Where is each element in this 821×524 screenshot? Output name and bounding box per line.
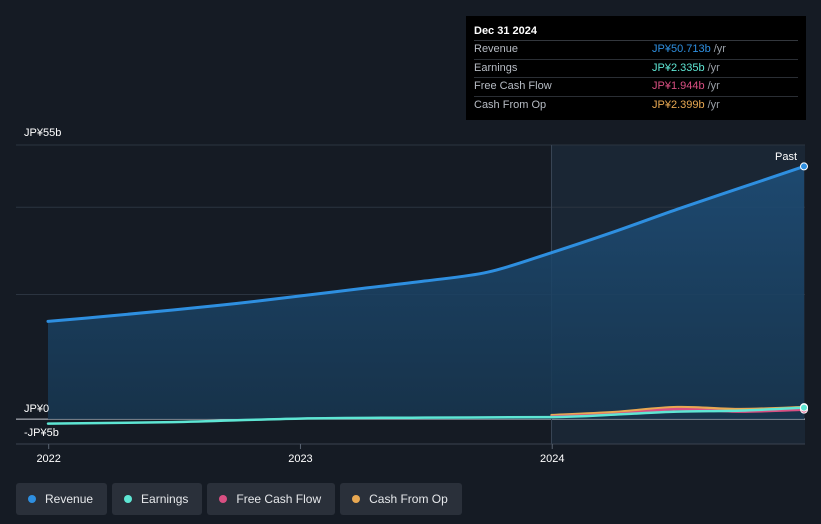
x-tick-label: 2023 — [288, 453, 312, 465]
revenue-end-point — [800, 162, 808, 171]
legend-item-label: Earnings — [141, 492, 189, 506]
tooltip-row-unit: /yr — [707, 80, 720, 92]
legend-item-cash-from-op[interactable]: Cash From Op — [340, 483, 462, 515]
tooltip-row: Cash From Op JP¥2.399b/yr — [474, 97, 798, 115]
legend-dot-icon — [219, 495, 228, 503]
legend-item-label: Free Cash Flow — [236, 492, 322, 506]
x-tick-label: 2022 — [36, 453, 60, 465]
y-axis-zero-label: JP¥0 — [24, 403, 49, 415]
tooltip-row-unit: /yr — [707, 61, 720, 74]
legend: Revenue Earnings Free Cash Flow Cash From O… — [16, 483, 462, 515]
revenue-area — [48, 166, 804, 420]
tooltip-row-label: Free Cash Flow — [474, 80, 552, 92]
past-label: Past — [775, 151, 797, 163]
legend-dot-icon — [124, 495, 133, 503]
legend-item-label: Cash From Op — [369, 492, 448, 506]
earnings-line — [46, 406, 806, 425]
tooltip-row-value: JP¥50.713b — [652, 43, 711, 55]
legend-item-revenue[interactable]: Revenue — [16, 483, 108, 515]
tooltip-row-value: JP¥2.399b — [652, 98, 705, 111]
tooltip-row: Revenue JP¥50.713b/yr — [474, 41, 798, 60]
tooltip-row-label: Earnings — [474, 61, 518, 74]
legend-dot-icon — [28, 495, 36, 503]
tooltip-row-unit: /yr — [713, 43, 726, 55]
legend-item-label: Revenue — [45, 492, 94, 506]
tooltip-row: Free Cash Flow JP¥1.944b/yr — [474, 78, 798, 97]
tooltip-row-value: JP¥2.335b — [652, 61, 705, 74]
tooltip-row-unit: /yr — [707, 98, 720, 111]
y-axis-top-label: JP¥55b — [24, 127, 61, 139]
tooltip-row-value: JP¥1.944b — [652, 80, 705, 92]
tooltip-row-label: Cash From Op — [474, 98, 547, 111]
legend-dot-icon — [352, 495, 361, 503]
earnings-end-point — [800, 403, 808, 412]
revenue-line — [46, 164, 806, 323]
tooltip-row: Earnings JP¥2.335b/yr — [474, 60, 798, 78]
legend-item-free-cash-flow[interactable]: Free Cash Flow — [207, 483, 336, 515]
tooltip-panel: Dec 31 2024 Revenue JP¥50.713b/yr Earnings… — [466, 16, 806, 120]
legend-item-earnings[interactable]: Earnings — [112, 483, 203, 515]
x-tick-label: 2024 — [540, 453, 564, 465]
y-axis-bottom-label: -JP¥5b — [24, 427, 59, 439]
tooltip-row-label: Revenue — [474, 43, 519, 55]
tooltip-date: Dec 31 2024 — [474, 23, 798, 41]
